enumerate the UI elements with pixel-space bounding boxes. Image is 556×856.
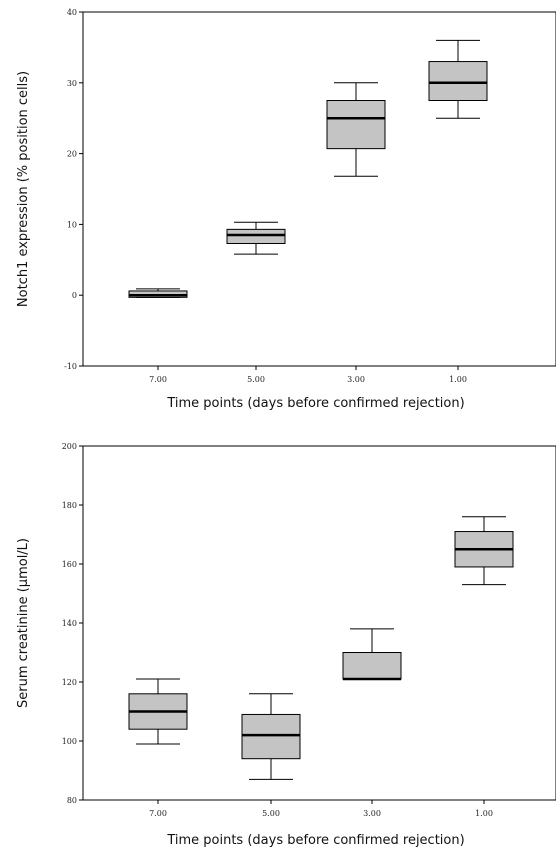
boxes-group [128,516,514,780]
plot-area-frame [82,11,556,367]
y-tick-label: 0 [72,291,77,300]
box-1.00 [428,39,488,119]
x-tick-label: 3.00 [347,375,365,384]
x-axis-label: Time points (days before confirmed rejec… [166,833,464,848]
x-tick-label: 7.00 [149,809,167,818]
serum-creatinine-boxplot: 80 100 120 140 160 180 200 7.00 5.00 3.00 1.00 Se… [16,442,556,848]
y-axis-label: Notch1 expression (% position cells) [16,71,31,307]
box-1.00 [454,516,514,586]
y-axis-ticks: -10 0 10 20 30 40 [64,8,83,371]
y-tick-label: 30 [67,79,77,88]
y-tick-label: 80 [67,796,77,805]
plot-area-frame [82,445,556,801]
y-tick-label: -10 [64,362,77,371]
y-tick-label: 20 [67,150,77,159]
x-tick-label: 3.00 [363,809,381,818]
boxes-group [128,39,488,298]
y-axis-ticks: 80 100 120 140 160 180 200 [62,442,83,805]
iqr-box [342,652,402,680]
box-7.00 [128,678,188,745]
x-tick-label: 1.00 [475,809,493,818]
y-tick-label: 40 [67,8,77,17]
y-tick-label: 200 [62,442,77,451]
x-axis-ticks: 7.00 5.00 3.00 1.00 [149,366,467,384]
y-tick-label: 10 [67,220,77,229]
notch1-boxplot: -10 0 10 20 30 40 7.00 5.00 3.00 1.00 Notch1 exp… [16,8,556,411]
y-tick-label: 100 [62,737,77,746]
x-axis-label: Time points (days before confirmed rejec… [166,396,464,411]
box-5.00 [241,693,301,780]
x-tick-label: 5.00 [262,809,280,818]
x-axis-ticks: 7.00 5.00 3.00 1.00 [149,800,493,818]
iqr-box [428,61,488,101]
y-axis-label: Serum creatinine (μmol/L) [16,538,31,708]
y-tick-label: 120 [62,678,77,687]
iqr-box [226,228,286,245]
y-tick-label: 160 [62,560,77,569]
x-tick-label: 1.00 [449,375,467,384]
iqr-box [326,100,386,150]
x-tick-label: 5.00 [247,375,265,384]
y-tick-label: 180 [62,501,77,510]
box-7.00 [128,288,188,298]
box-5.00 [226,221,286,255]
y-tick-label: 140 [62,619,77,628]
iqr-box [241,713,301,760]
x-tick-label: 7.00 [149,375,167,384]
box-3.00 [326,82,386,177]
box-3.00 [342,628,402,681]
